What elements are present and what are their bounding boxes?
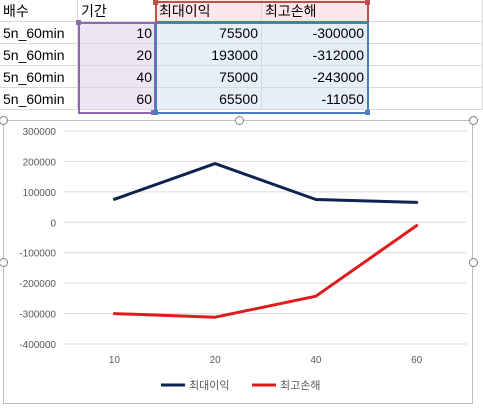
range-handle-red-right[interactable] [365, 0, 370, 5]
category-range-outline [78, 22, 156, 114]
header-cell-period[interactable]: 기간 [78, 0, 156, 22]
spreadsheet-grid: 배수 기간 최대이익 최고손해 5n_60min 10 75500 -30000… [0, 0, 483, 120]
legend-label-2[interactable]: 최고손해 [280, 378, 320, 392]
y-tick-label: -200000 [19, 279, 56, 290]
y-tick-label: 0 [50, 218, 56, 229]
chart-canvas: 300000 200000 100000 0 -100000 -200000 -300000… [4, 121, 472, 403]
empty-cell[interactable] [368, 44, 483, 66]
range-handle-purple-top[interactable] [76, 20, 81, 25]
y-tick-label: 100000 [23, 188, 57, 199]
range-handle-red-left[interactable] [153, 0, 158, 5]
line-chart[interactable]: 300000 200000 100000 0 -100000 -200000 -300000… [3, 120, 473, 404]
x-tick-label: 40 [310, 355, 322, 366]
y-tick-label: 200000 [23, 157, 57, 168]
chart-resize-handle-top[interactable] [235, 116, 244, 125]
cell-multiplier[interactable]: 5n_60min [0, 88, 78, 110]
x-tick-label: 60 [411, 355, 423, 366]
range-handle-blue-right[interactable] [365, 110, 370, 115]
x-tick-label: 10 [109, 355, 121, 366]
empty-cell[interactable] [368, 22, 483, 44]
series-line-1[interactable] [114, 164, 416, 203]
range-handle-blue-left[interactable] [153, 110, 158, 115]
empty-cell[interactable] [368, 88, 483, 110]
y-axis-tick-labels: 300000 200000 100000 0 -100000 -200000 -300000… [19, 127, 56, 351]
y-tick-label: 300000 [23, 127, 57, 138]
series-line-2[interactable] [114, 226, 416, 318]
y-tick-label: -100000 [19, 249, 56, 260]
series-name-range-outline [155, 1, 369, 23]
y-tick-label: -300000 [19, 310, 56, 321]
legend[interactable]: 최대이익 최고손해 [161, 378, 320, 392]
chart-resize-handle-right[interactable] [469, 258, 478, 267]
empty-cell[interactable] [368, 0, 483, 22]
legend-label-1[interactable]: 최대이익 [189, 379, 229, 392]
cell-multiplier[interactable]: 5n_60min [0, 44, 78, 66]
empty-cell[interactable] [368, 66, 483, 88]
x-tick-label: 20 [210, 355, 222, 366]
series-lines [114, 164, 416, 318]
y-tick-label: -400000 [19, 340, 56, 351]
x-axis-tick-labels: 10 20 40 60 [109, 355, 423, 366]
cell-multiplier[interactable]: 5n_60min [0, 22, 78, 44]
header-cell-multiplier[interactable]: 배수 [0, 0, 78, 22]
cell-multiplier[interactable]: 5n_60min [0, 66, 78, 88]
chart-resize-handle-top-right[interactable] [469, 116, 478, 125]
value-range-outline [155, 22, 369, 114]
gridlines [64, 131, 467, 344]
